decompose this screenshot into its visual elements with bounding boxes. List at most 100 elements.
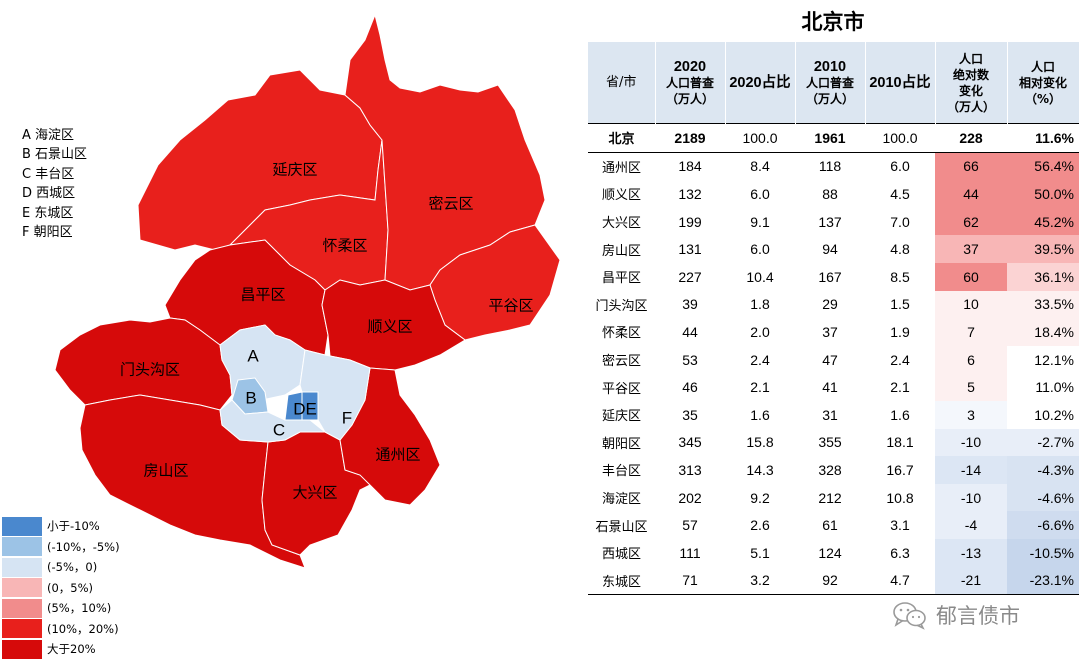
cell-value: 6 — [935, 345, 1007, 374]
header-pop2020-year: 2020 — [673, 58, 707, 75]
table-row: 西城区 111 5.1 124 6.3 -13 -10.5% — [588, 538, 1079, 567]
district-chaoyang — [299, 349, 371, 441]
cell-value: 29 — [822, 296, 838, 313]
cell-value: 328 — [818, 461, 842, 478]
wechat-icon — [893, 602, 926, 630]
cell-value: 100.0 — [725, 123, 795, 153]
cell-value: 5 — [935, 373, 1007, 401]
cell-value: 6.0 — [750, 185, 770, 202]
legend-label: 大于20% — [47, 642, 96, 657]
cell-value: 47 — [822, 351, 838, 368]
table-title: 北京市 — [801, 9, 865, 34]
cell-value: 66 — [935, 152, 1007, 181]
cell-value: -23.1% — [1007, 566, 1079, 596]
cell-value: 39 — [682, 296, 698, 313]
cell-value: 2.6 — [750, 517, 770, 534]
abbr-item: F 朝阳区 — [22, 225, 73, 241]
cell-value: 56.4% — [1007, 152, 1079, 181]
label-miyun: 密云区 — [428, 195, 473, 213]
legend-item: (-10%，-5%) — [2, 537, 120, 558]
table-row: 朝阳区 345 15.8 355 18.1 -10 -2.7% — [588, 428, 1079, 457]
header-rel-l2: 相对变化 — [1018, 75, 1067, 90]
table-row: 东城区 71 3.2 92 4.7 -21 -23.1% — [588, 566, 1079, 596]
abbr-item: A 海淀区 — [22, 128, 75, 143]
cell-value: 227 — [678, 268, 702, 285]
cell-value: 15.8 — [746, 434, 774, 451]
cell-value: -6.6% — [1007, 511, 1079, 539]
cell-value: 53 — [682, 351, 698, 368]
cell-name: 北京 — [588, 123, 655, 153]
header-abs-l1: 人口 — [958, 51, 983, 66]
cell-value: 60 — [935, 262, 1007, 291]
cell-value: 345 — [678, 434, 702, 451]
cell-value: 167 — [818, 268, 842, 285]
abbr-item: C 丰台区 — [22, 166, 75, 182]
label-huairou: 怀柔区 — [322, 237, 367, 255]
table-row: 门头沟区 39 1.8 29 1.5 10 33.5% — [588, 290, 1079, 319]
cell-value: -10 — [935, 483, 1007, 512]
label-mentougou: 门头沟区 — [120, 361, 180, 379]
cell-value: 10.4 — [746, 268, 774, 285]
header-share2010-text: 2010占比 — [869, 74, 931, 91]
cell-value: 8.4 — [750, 158, 770, 175]
cell-value: 6.0 — [750, 241, 770, 258]
cell-value: 137 — [818, 213, 842, 230]
abbr-item: D 西城区 — [22, 186, 76, 202]
cell-value: 2.4 — [750, 351, 770, 368]
table-row: 石景山区 57 2.6 61 3.1 -4 -6.6% — [588, 511, 1079, 539]
cell-value: 100.0 — [865, 123, 935, 153]
cell-value: 12.1% — [1007, 345, 1079, 374]
cell-value: 41 — [822, 379, 838, 396]
cell-value: 1.6 — [890, 406, 910, 423]
cell-value: 11.0% — [1007, 373, 1079, 401]
table-row: 通州区 184 8.4 118 6.0 66 56.4% — [588, 152, 1079, 181]
cell-value: 50.0% — [1007, 180, 1079, 208]
cell-value: 37 — [822, 323, 838, 340]
cell-value: 8.5 — [890, 268, 910, 285]
letter-c: C — [273, 420, 285, 439]
watermark-text: 郁言债市 — [936, 604, 1020, 628]
table-row: 房山区 131 6.0 94 4.8 37 39.5% — [588, 235, 1079, 263]
cell-value: -4 — [935, 511, 1007, 539]
cell-value: -14 — [935, 456, 1007, 484]
cell-value: 4.5 — [890, 185, 910, 202]
population-table: 省/市 2020 人口普查 （万人） 2020占比 2010 人口普查 （万人） 201… — [588, 42, 1080, 596]
cell-value: 33.5% — [1007, 290, 1079, 319]
cell-value: 57 — [682, 517, 698, 534]
cell-value: 10.2% — [1007, 400, 1079, 429]
legend-label: 小于-10% — [47, 519, 100, 534]
legend-label: (10%，20%) — [47, 621, 119, 636]
cell-value: 14.3 — [746, 461, 774, 478]
cell-value: -2.7% — [1007, 428, 1079, 457]
header-share2020-text: 2020占比 — [729, 74, 791, 91]
district-shunyi — [321, 279, 466, 371]
letter-f: F — [342, 408, 352, 427]
cell-value: 6.3 — [890, 544, 910, 561]
cell-name: 怀柔区 — [601, 326, 641, 342]
table-row: 平谷区 46 2.1 41 2.1 5 11.0% — [588, 373, 1079, 401]
header-share2010: 2010占比 — [865, 42, 936, 124]
cell-name: 顺义区 — [601, 188, 641, 204]
legend-item: 大于20% — [2, 639, 120, 660]
cell-value: 184 — [678, 158, 702, 175]
cell-name: 延庆区 — [601, 409, 641, 425]
watermark: 郁言债市 — [892, 600, 1020, 630]
cell-value: 61 — [822, 517, 838, 534]
cell-name: 大兴区 — [601, 216, 641, 232]
legend-swatch — [2, 537, 42, 557]
cell-name: 昌平区 — [601, 271, 641, 287]
cell-value: 46 — [682, 379, 698, 396]
cell-value: 1.9 — [890, 323, 910, 340]
legend-swatch — [2, 578, 42, 598]
cell-value: 71 — [655, 566, 725, 596]
table-header-row: 省/市 2020 人口普查 （万人） 2020占比 2010 人口普查 （万人） 201… — [588, 42, 1080, 124]
header-pop2020-l2: （万人） — [665, 91, 714, 106]
cell-value: 131 — [678, 241, 702, 258]
cell-value: 18.1 — [886, 434, 914, 451]
legend-label: (5%，10%) — [47, 601, 112, 616]
cell-value: 31 — [822, 406, 838, 423]
header-rel-l1: 人口 — [1030, 59, 1055, 74]
cell-value: -4.3% — [1007, 456, 1079, 484]
letter-a: A — [247, 346, 259, 365]
table-row-total: 北京 2189 100.0 1961 100.0 228 11.6% — [588, 123, 1079, 153]
